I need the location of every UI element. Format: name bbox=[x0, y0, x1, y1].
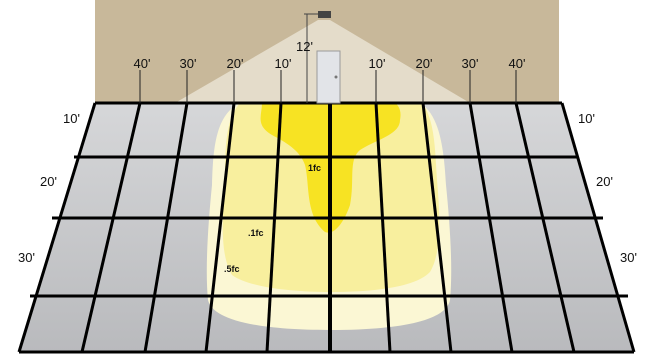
top-label-10-right: 10' bbox=[369, 56, 386, 71]
right-label-10: 10' bbox=[578, 111, 595, 126]
floor-grid bbox=[17, 101, 636, 354]
top-label-20-right: 20' bbox=[416, 56, 433, 71]
isolux-label-0.5fc: .5fc bbox=[224, 264, 240, 274]
right-label-20: 20' bbox=[596, 174, 613, 189]
door bbox=[316, 50, 341, 104]
top-label-40-left: 40' bbox=[134, 56, 151, 71]
top-label-30-right: 30' bbox=[462, 56, 479, 71]
left-distance-labels: 10' 20' 30' bbox=[18, 111, 80, 265]
top-label-20-left: 20' bbox=[227, 56, 244, 71]
right-label-30: 30' bbox=[620, 250, 637, 265]
left-label-30: 30' bbox=[18, 250, 35, 265]
door-knob bbox=[334, 75, 338, 79]
isolux-label-1fc: 1fc bbox=[308, 163, 321, 173]
left-label-10: 10' bbox=[63, 111, 80, 126]
top-distance-labels: 40' 30' 20' 10' 10' 20' 30' 40' bbox=[134, 56, 526, 103]
top-label-30-left: 30' bbox=[180, 56, 197, 71]
mount-height-label: 12' bbox=[296, 39, 313, 54]
top-label-10-left: 10' bbox=[275, 56, 292, 71]
left-label-20: 20' bbox=[40, 174, 57, 189]
isolux-label-0.1fc: .1fc bbox=[248, 228, 264, 238]
right-distance-labels: 10' 20' 30' bbox=[578, 111, 637, 265]
top-label-40-right: 40' bbox=[509, 56, 526, 71]
fixture-icon bbox=[318, 11, 331, 18]
